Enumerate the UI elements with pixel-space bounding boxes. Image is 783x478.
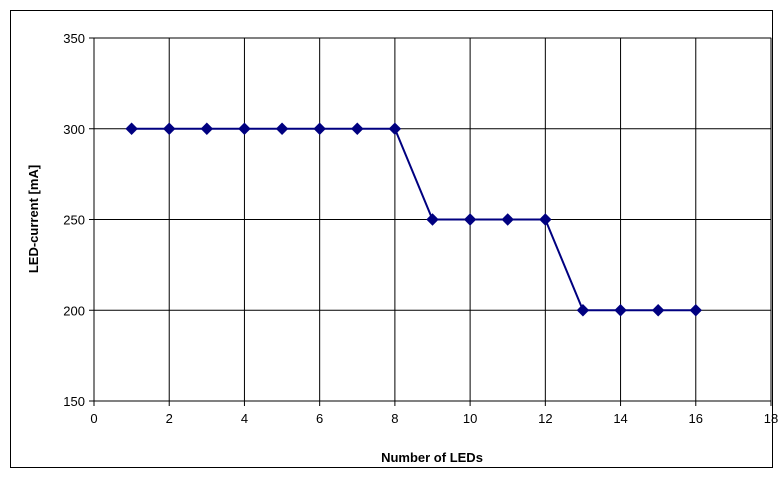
x-tick-label: 14: [613, 411, 627, 426]
x-tick-label: 0: [90, 411, 97, 426]
data-point: [426, 213, 439, 226]
axes: [89, 37, 772, 406]
data-point: [313, 122, 326, 135]
data-point: [238, 122, 251, 135]
y-tick-label: 200: [63, 303, 85, 318]
x-tick-label: 18: [764, 411, 778, 426]
data-point: [576, 304, 590, 317]
x-tick-label: 4: [241, 411, 248, 426]
tick-labels: 0 2 4 6 8 10 12 14 16 18 150 200 250 300 350: [63, 31, 778, 426]
data-point: [689, 304, 702, 317]
data-point: [388, 122, 402, 135]
y-tick-label: 250: [63, 213, 85, 228]
y-tick-label: 300: [63, 122, 85, 137]
data-point: [463, 213, 477, 226]
x-tick-label: 8: [391, 411, 398, 426]
data-point: [125, 122, 138, 135]
data-point: [501, 213, 514, 226]
data-point: [200, 122, 214, 135]
data-point: [275, 122, 289, 135]
series-line: [131, 127, 696, 312]
x-tick-label: 16: [689, 411, 703, 426]
y-axis-title: LED-current [mA]: [26, 165, 41, 273]
series: [125, 122, 702, 317]
data-point: [539, 213, 552, 226]
x-tick-label: 10: [463, 411, 477, 426]
data-point: [163, 122, 176, 135]
x-tick-label: 6: [316, 411, 323, 426]
x-axis-title: Number of LEDs: [381, 450, 483, 465]
x-tick-label: 2: [166, 411, 173, 426]
data-point: [614, 304, 627, 317]
data-point: [351, 122, 364, 135]
data-point: [651, 304, 665, 317]
y-tick-label: 150: [63, 394, 85, 409]
y-tick-label: 350: [63, 31, 85, 46]
x-tick-label: 12: [538, 411, 552, 426]
